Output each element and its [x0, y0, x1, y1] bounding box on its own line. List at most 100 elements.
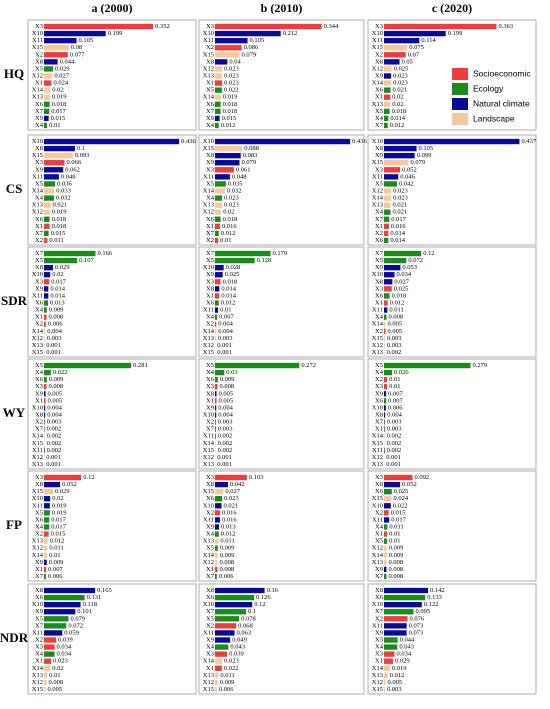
- bar: [44, 517, 49, 522]
- bar: [384, 286, 392, 291]
- bar: [215, 546, 218, 551]
- value-label: 0.044: [400, 636, 415, 643]
- category-label: X5: [375, 538, 383, 545]
- bar: [215, 489, 223, 494]
- bar: [384, 59, 400, 64]
- value-label: 0.07: [408, 51, 420, 58]
- bar: [384, 258, 406, 263]
- category-label: X13: [203, 672, 214, 679]
- category-label: X13: [32, 94, 43, 101]
- category-label: X14: [372, 665, 384, 672]
- category-label: X12: [203, 209, 214, 216]
- value-label: 0.272: [301, 362, 316, 369]
- category-label: X2: [35, 321, 43, 328]
- category-label: X8: [375, 587, 383, 594]
- category-label: X6: [375, 87, 384, 94]
- category-label: X1: [375, 658, 383, 665]
- bar: [215, 300, 219, 305]
- column-title: a (2000): [92, 1, 133, 15]
- bar: [384, 644, 397, 649]
- bar: [384, 251, 421, 256]
- bar: [44, 217, 50, 222]
- value-label: 0.022: [224, 665, 239, 672]
- value-label: 0.027: [54, 72, 69, 79]
- bar: [215, 623, 236, 628]
- value-label: 0.128: [257, 257, 272, 264]
- bar: [215, 73, 222, 78]
- value-label: 0.352: [155, 23, 170, 30]
- bar: [44, 363, 131, 368]
- bar: [215, 659, 222, 664]
- category-label: X5: [375, 108, 383, 115]
- value-label: 0.027: [394, 278, 409, 285]
- value-label: 0.008: [219, 559, 234, 566]
- value-label: 0.092: [415, 474, 430, 481]
- category-label: X11: [32, 173, 43, 180]
- bar: [215, 202, 222, 207]
- value-label: 0.008: [219, 383, 234, 390]
- bar: [384, 38, 419, 43]
- bar: [384, 52, 406, 57]
- value-label: 0.012: [221, 531, 236, 538]
- value-label: 0.018: [392, 292, 407, 299]
- bar: [44, 574, 46, 579]
- bar: [44, 279, 49, 284]
- value-label: 0.025: [225, 271, 240, 278]
- value-label: 0.005: [219, 397, 234, 404]
- bar: [44, 181, 55, 186]
- value-label: 0.003: [387, 419, 402, 426]
- value-label: 0.166: [97, 250, 112, 257]
- category-label: X8: [206, 390, 214, 397]
- value-label: 0.107: [79, 257, 94, 264]
- category-label: X3: [206, 23, 214, 30]
- bar: [384, 553, 387, 558]
- category-label: X12: [203, 65, 214, 72]
- bar: [44, 87, 50, 92]
- value-label: 0.006: [388, 404, 403, 411]
- category-label: X10: [203, 138, 214, 145]
- value-label: 0.105: [79, 37, 94, 44]
- bar: [384, 363, 470, 368]
- bar: [44, 595, 85, 600]
- category-label: X11: [203, 173, 214, 180]
- bar: [215, 666, 222, 671]
- value-label: 0.004: [218, 404, 233, 411]
- bar: [44, 560, 47, 565]
- category-label: X11: [372, 622, 383, 629]
- category-label: X9: [206, 523, 214, 530]
- bar: [44, 623, 66, 628]
- value-label: 0.009: [49, 376, 64, 383]
- bar: [215, 45, 242, 50]
- category-label: X8: [375, 278, 383, 285]
- bar: [215, 123, 219, 128]
- legend-swatch: [452, 68, 468, 80]
- bar: [44, 102, 50, 107]
- value-label: 0.032: [56, 195, 71, 202]
- value-label: 0.01: [389, 538, 400, 545]
- category-label: X3: [375, 383, 383, 390]
- value-label: 0.018: [392, 108, 407, 115]
- category-label: X2: [206, 44, 214, 51]
- value-label: 0.114: [421, 37, 436, 44]
- bar: [384, 167, 400, 172]
- category-label: X12: [32, 72, 43, 79]
- value-label: 0.009: [220, 545, 235, 552]
- row-title: NDR: [0, 630, 29, 645]
- value-label: 0.142: [430, 587, 445, 594]
- value-label: 0.012: [390, 299, 405, 306]
- bar: [215, 448, 216, 453]
- category-label: X2: [206, 321, 214, 328]
- category-label: X3: [35, 159, 43, 166]
- column-title: b (2010): [261, 1, 303, 15]
- bar: [384, 680, 386, 685]
- category-label: X2: [375, 230, 383, 237]
- bar: [215, 419, 216, 424]
- value-label: 0.002: [47, 433, 62, 440]
- value-label: 0.042: [399, 180, 414, 187]
- value-label: 0.004: [47, 404, 62, 411]
- category-label: X10: [32, 30, 43, 37]
- category-label: X1: [35, 314, 43, 321]
- bar: [215, 279, 221, 284]
- bar: [44, 405, 45, 410]
- value-label: 0.011: [389, 523, 403, 530]
